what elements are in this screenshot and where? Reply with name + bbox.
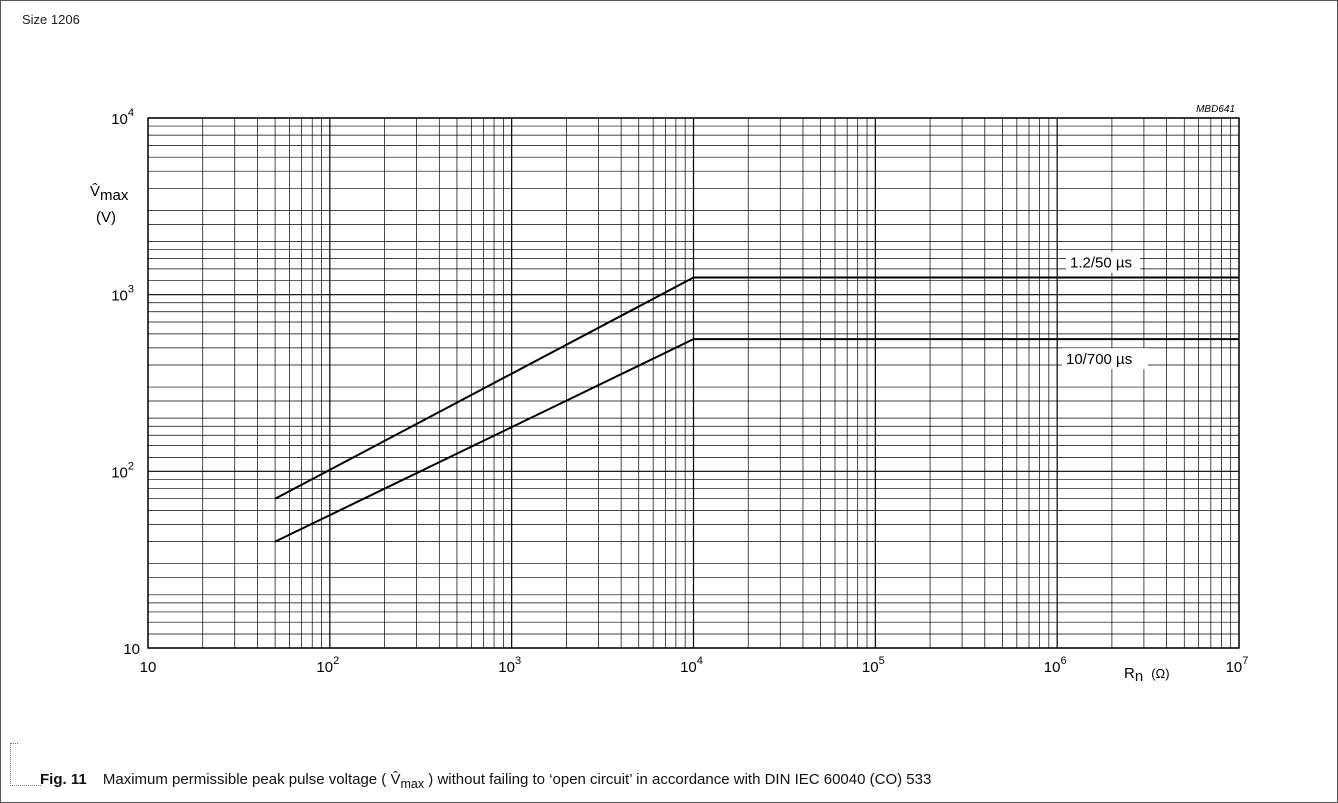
caption-symbol: V̂: [390, 771, 401, 788]
x-tick-label: 103: [498, 655, 521, 676]
chart-code: MBD641: [1196, 104, 1235, 115]
series-label: 10/700 µs: [1066, 351, 1132, 368]
x-tick-label: 105: [862, 655, 885, 676]
y-tick-label: 102: [111, 460, 134, 481]
x-tick-label: 106: [1044, 655, 1067, 676]
caption-bracket-top: [10, 743, 18, 744]
caption-bracket: [10, 743, 41, 786]
x-tick-label: 10: [140, 659, 157, 676]
series-line: [274, 276, 1239, 500]
y-tick-label: 103: [111, 284, 134, 305]
chart-grid: [147, 117, 1240, 649]
caption-text-after: ) without failing to ‘open circuit’ in a…: [428, 771, 932, 788]
series-line: [274, 338, 1239, 543]
series-label: 1.2/50 µs: [1070, 255, 1132, 272]
plot-area-border: [147, 117, 1240, 649]
y-tick-label: 10: [123, 641, 140, 658]
figure-caption: Fig. 11 Maximum permissible peak pulse v…: [40, 771, 931, 791]
caption-text-before: Maximum permissible peak pulse voltage (: [102, 771, 387, 788]
x-tick-label: 104: [680, 655, 703, 676]
series-label-bg: [1066, 251, 1140, 273]
y-tick-label: 104: [111, 107, 134, 128]
x-tick-label: 102: [316, 655, 339, 676]
size-label: Size 1206: [22, 12, 80, 27]
series-label-bg: [1062, 348, 1148, 370]
x-axis-label: Rn (Ω): [1124, 665, 1170, 685]
y-axis-unit: (V): [96, 209, 116, 226]
figure-number: Fig. 11: [40, 771, 87, 788]
y-axis-label: V̂max: [90, 183, 129, 204]
chart: 1.2/50 µs 10/700 µs 10 102 103 104 105 106 107 1…: [90, 104, 1249, 685]
x-tick-label: 107: [1226, 655, 1249, 676]
caption-symbol-sub: max: [400, 777, 425, 791]
